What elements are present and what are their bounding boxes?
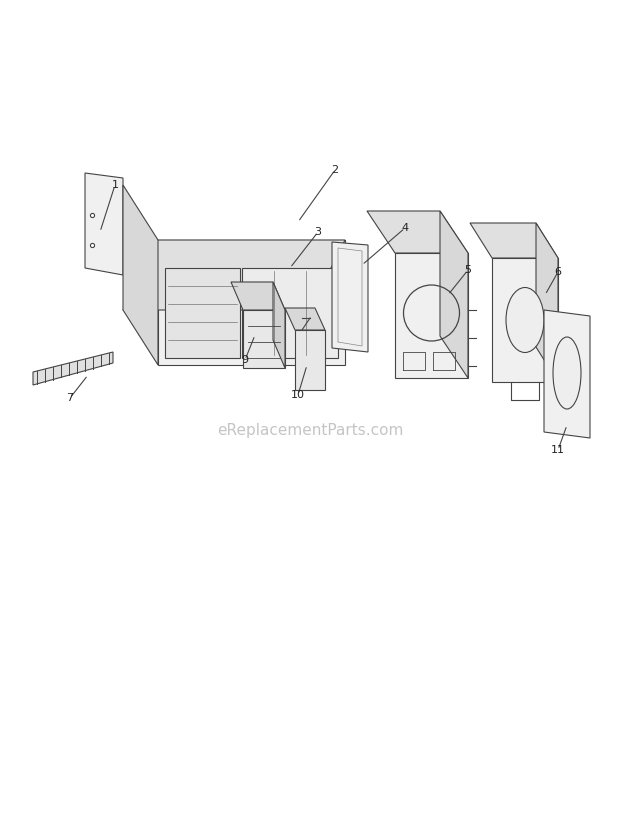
Text: 6: 6 <box>554 267 562 277</box>
Ellipse shape <box>553 337 581 409</box>
Text: 2: 2 <box>332 165 339 175</box>
Text: 3: 3 <box>314 227 322 237</box>
Polygon shape <box>242 268 338 358</box>
Polygon shape <box>231 282 285 310</box>
Polygon shape <box>33 352 113 385</box>
Polygon shape <box>165 268 240 358</box>
Polygon shape <box>440 211 468 378</box>
Polygon shape <box>536 223 558 382</box>
Polygon shape <box>544 310 590 438</box>
Polygon shape <box>332 242 368 352</box>
Polygon shape <box>492 258 558 382</box>
Text: 5: 5 <box>464 265 471 275</box>
Text: 4: 4 <box>401 223 409 233</box>
Polygon shape <box>285 308 325 330</box>
Text: 1: 1 <box>112 180 118 190</box>
Text: eReplacementParts.com: eReplacementParts.com <box>217 423 403 437</box>
Polygon shape <box>273 282 285 368</box>
Polygon shape <box>470 223 558 258</box>
Polygon shape <box>158 240 345 365</box>
Text: 9: 9 <box>241 355 249 365</box>
Ellipse shape <box>506 288 544 352</box>
Polygon shape <box>85 173 123 275</box>
Polygon shape <box>367 211 468 253</box>
Polygon shape <box>123 185 158 365</box>
Text: 10: 10 <box>291 390 305 400</box>
Text: 7: 7 <box>66 393 74 403</box>
Polygon shape <box>395 253 468 378</box>
Text: 11: 11 <box>551 445 565 455</box>
Polygon shape <box>295 330 325 390</box>
Polygon shape <box>123 240 345 310</box>
Polygon shape <box>243 310 285 368</box>
